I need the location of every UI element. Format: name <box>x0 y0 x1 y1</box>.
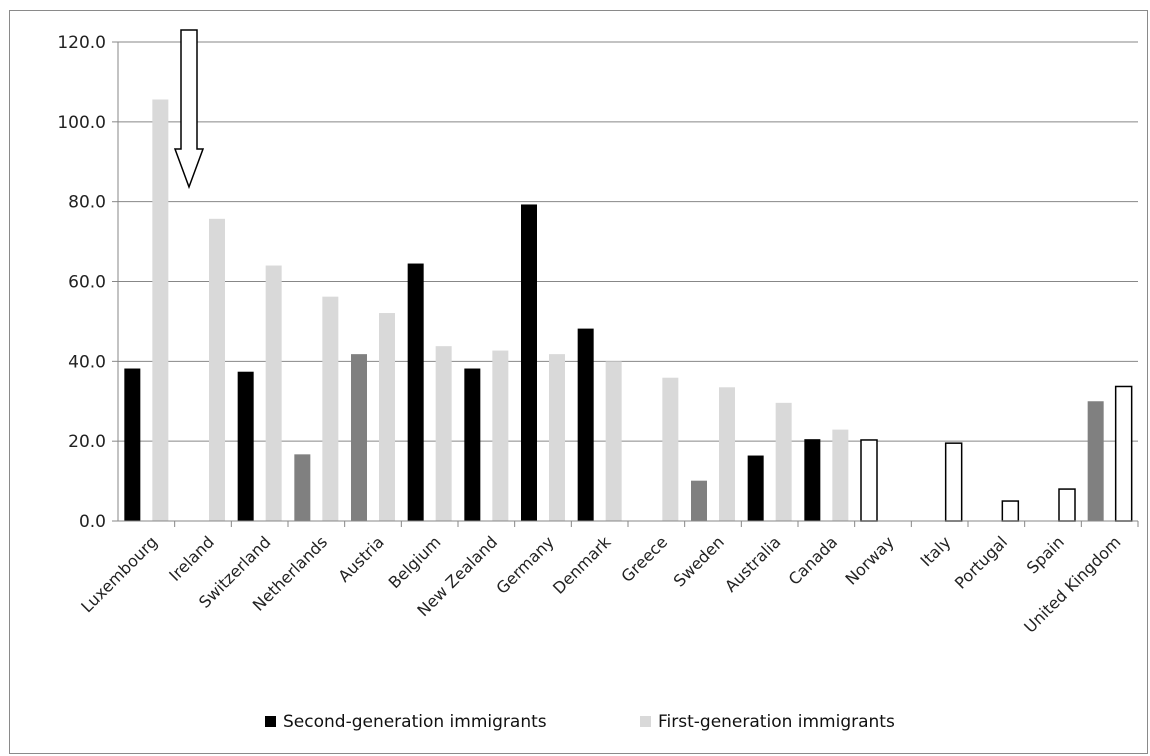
bar-switzerland-first-gen <box>265 265 282 521</box>
bar-netherlands-first-gen <box>322 296 339 521</box>
bar-united-kingdom-first-gen <box>1114 385 1133 522</box>
chart-frame: 0.0 20.0 40.0 60.0 80.0 100.0 120.0 Luxembourg I… <box>9 10 1148 754</box>
x-tick-label: Canada <box>785 532 841 588</box>
legend-label-first-gen: First-generation immigrants <box>658 712 895 732</box>
bar-united-kingdom-second-gen <box>1087 401 1104 521</box>
x-tick-label: Ireland <box>165 532 218 585</box>
y-tick-label: 20.0 <box>68 432 106 452</box>
y-tick-label: 100.0 <box>57 113 106 133</box>
bar-austria-first-gen <box>379 313 395 521</box>
bar-italy-first-gen <box>944 442 963 522</box>
bar-canada-second-gen <box>804 439 821 521</box>
y-tick-label: 0.0 <box>79 512 106 532</box>
bar-belgium-first-gen <box>435 346 452 521</box>
bar-germany-second-gen <box>521 204 537 522</box>
down-arrow-icon <box>173 29 205 190</box>
bar-australia-second-gen <box>747 455 764 521</box>
x-tick-label: Australia <box>721 532 784 595</box>
annotation-arrow <box>173 29 205 190</box>
bar-norway-second-gen <box>860 439 878 522</box>
y-tick-label: 120.0 <box>57 33 106 53</box>
x-tick-label: Greece <box>617 532 671 586</box>
bars <box>124 99 1133 522</box>
x-tick-label: Austria <box>334 532 387 585</box>
x-tick-label: Spain <box>1023 532 1068 577</box>
gridlines <box>118 41 1138 442</box>
bar-sweden-first-gen <box>719 387 735 521</box>
bar-denmark-second-gen <box>577 328 594 521</box>
bar-new-zealand-second-gen <box>464 368 481 521</box>
x-tick-label: Norway <box>841 532 897 588</box>
legend: Second-generation immigrants First-genera… <box>265 712 895 732</box>
bar-switzerland-second-gen <box>237 371 254 521</box>
bar-greece-first-gen <box>662 377 679 521</box>
x-tick-label: Luxembourg <box>77 532 161 616</box>
legend-label-second-gen: Second-generation immigrants <box>283 712 547 732</box>
bar-sweden-second-gen <box>691 480 707 521</box>
bar-belgium-second-gen <box>407 263 424 521</box>
bar-canada-first-gen <box>832 429 849 521</box>
x-tick-label: Germany <box>492 532 557 597</box>
bar-netherlands-second-gen <box>294 454 311 521</box>
bar-germany-first-gen <box>549 354 565 521</box>
x-tick-label: Italy <box>917 532 955 570</box>
bar-luxembourg-second-gen <box>124 368 141 521</box>
legend-swatch-first-gen <box>640 716 651 727</box>
bar-luxembourg-first-gen <box>152 99 169 521</box>
x-tick-label: United Kingdom <box>1020 532 1124 636</box>
bar-spain-first-gen <box>1058 488 1076 522</box>
bar-new-zealand-first-gen <box>492 350 509 521</box>
legend-swatch-second-gen <box>265 716 276 727</box>
x-tick-label: Denmark <box>549 532 615 598</box>
bar-portugal-first-gen <box>1001 500 1020 522</box>
y-tick-label: 80.0 <box>68 193 106 213</box>
x-tick-label: Portugal <box>951 532 1011 592</box>
bar-denmark-first-gen <box>605 361 622 521</box>
bar-austria-second-gen <box>351 354 367 521</box>
y-tick-label: 40.0 <box>68 352 106 372</box>
bar-australia-first-gen <box>775 402 792 521</box>
y-tick-label: 60.0 <box>68 273 106 293</box>
bar-ireland-first-gen <box>209 218 225 522</box>
x-tick-label: Sweden <box>670 532 728 590</box>
